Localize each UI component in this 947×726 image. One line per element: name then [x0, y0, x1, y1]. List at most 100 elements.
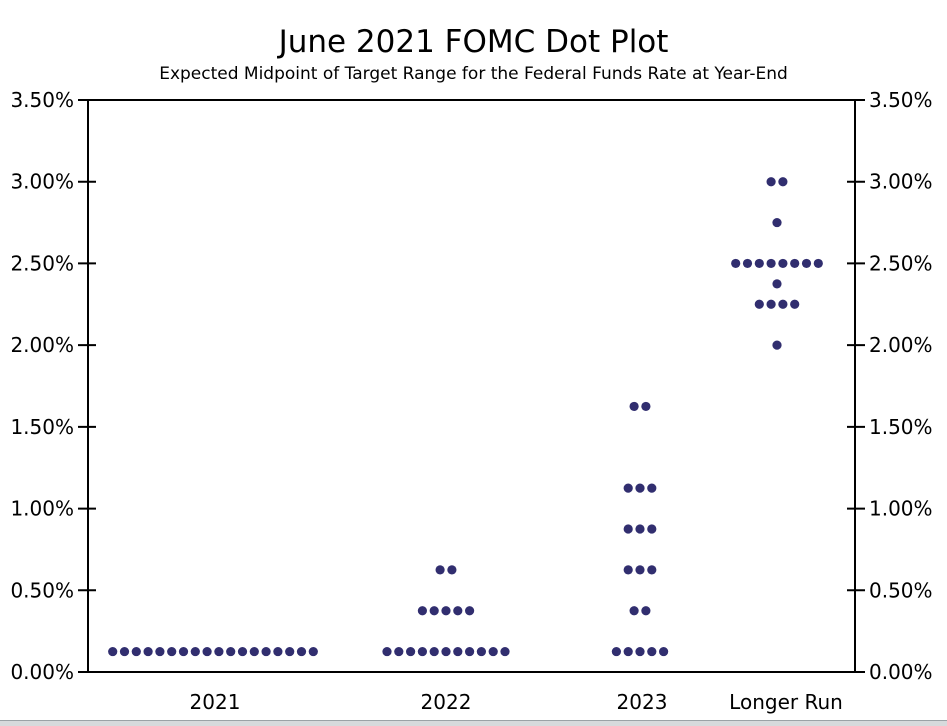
dot: [647, 565, 657, 575]
y-axis-tick-label-left: 0.50%: [10, 578, 74, 602]
dot: [801, 258, 812, 269]
dot: [772, 279, 782, 289]
dot: [629, 401, 639, 412]
dot: [155, 646, 165, 657]
y-axis-tick-label-right: 0.00%: [869, 660, 933, 684]
dot: [488, 646, 498, 657]
dot: [476, 646, 486, 657]
dot: [417, 646, 427, 657]
dot: [429, 606, 439, 616]
y-axis-tick-label-right: 1.50%: [869, 415, 933, 439]
dot: [647, 524, 657, 534]
dot: [623, 483, 633, 493]
dot: [167, 646, 177, 657]
y-axis-tick-label-left: 3.50%: [10, 88, 74, 112]
dot-group-longer-run: [731, 177, 823, 350]
x-axis-category-label: 2023: [617, 690, 668, 714]
dot: [131, 646, 141, 657]
y-axis-tick-label-left: 0.00%: [10, 660, 74, 684]
dot: [108, 646, 118, 657]
dot: [778, 258, 788, 269]
dot: [641, 606, 651, 616]
dot: [813, 258, 823, 269]
dot-group-2023: [611, 401, 669, 657]
dot: [143, 646, 153, 657]
dot: [790, 299, 800, 309]
y-axis-tick-label-right: 2.00%: [869, 333, 933, 357]
dot: [790, 258, 800, 269]
dot: [178, 646, 189, 657]
chart-subtitle: Expected Midpoint of Target Range for th…: [159, 64, 788, 84]
y-axis-tick-label-right: 3.00%: [869, 170, 933, 194]
x-axis-category-label: 2022: [421, 690, 472, 714]
dot: [226, 646, 236, 657]
y-axis-tick-label-right: 3.50%: [869, 88, 933, 112]
dot: [214, 646, 224, 657]
dot: [429, 646, 439, 657]
dot: [766, 299, 776, 309]
dot: [731, 258, 741, 269]
dot: [635, 565, 645, 575]
dot: [273, 646, 283, 657]
dot: [190, 646, 200, 657]
plot-frame: [87, 99, 856, 673]
dot: [629, 606, 639, 616]
dot: [406, 646, 416, 657]
dot: [465, 646, 475, 657]
dot-group-2022: [382, 565, 510, 657]
dot: [635, 524, 645, 534]
dot: [296, 646, 307, 657]
y-axis-tick-label-left: 3.00%: [10, 170, 74, 194]
dot: [635, 646, 645, 657]
dot: [417, 606, 427, 616]
dot: [441, 646, 451, 657]
y-axis-tick-label-left: 1.50%: [10, 415, 74, 439]
y-axis-tick-label-right: 0.50%: [869, 578, 933, 602]
dot: [394, 646, 404, 657]
dot: [285, 646, 295, 657]
dot: [453, 606, 463, 616]
dot: [647, 646, 657, 657]
dot: [647, 483, 657, 493]
dot: [453, 646, 463, 657]
dot: [465, 606, 475, 616]
y-axis-tick-label-right: 1.00%: [869, 497, 933, 521]
y-axis-tick-label-right: 2.50%: [869, 251, 933, 275]
chart-title: June 2021 FOMC Dot Plot: [278, 24, 669, 60]
dot: [447, 565, 457, 575]
dot: [623, 646, 633, 657]
dot: [237, 646, 248, 657]
x-axis-category-label: 2021: [190, 690, 241, 714]
dot: [308, 646, 318, 657]
dot: [778, 177, 788, 187]
dot: [382, 646, 392, 657]
dot: [623, 524, 633, 534]
x-axis-category-label: Longer Run: [729, 690, 843, 714]
dot: [435, 565, 445, 575]
dot: [611, 646, 622, 657]
dot-group-2021: [108, 646, 318, 657]
y-axis-tick-label-left: 1.00%: [10, 497, 74, 521]
dot: [754, 299, 764, 309]
dot: [754, 258, 764, 269]
dot: [766, 177, 776, 187]
dot: [742, 258, 753, 269]
dot: [202, 646, 212, 657]
dot: [641, 401, 651, 412]
dot: [659, 646, 669, 657]
dot: [778, 299, 788, 309]
dot: [766, 258, 776, 269]
dot: [249, 646, 259, 657]
y-axis-tick-label-left: 2.50%: [10, 251, 74, 275]
dot: [119, 646, 130, 657]
dot: [623, 565, 633, 575]
dot: [500, 646, 510, 657]
y-axis-tick-label-left: 2.00%: [10, 333, 74, 357]
dot: [261, 646, 271, 657]
dot: [772, 217, 782, 228]
window-bottom-edge: [0, 720, 947, 726]
dot: [772, 340, 782, 350]
dot: [635, 483, 645, 493]
